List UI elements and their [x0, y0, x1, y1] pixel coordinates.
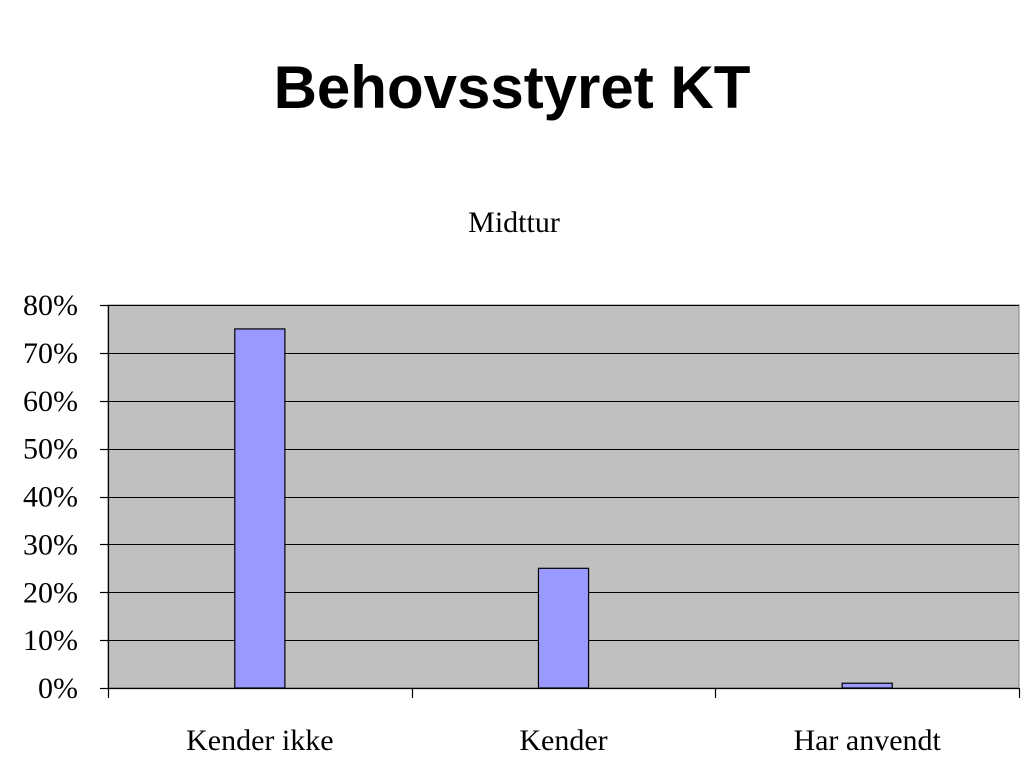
y-tick-label: 10% — [23, 624, 78, 657]
bar-kender — [537, 567, 590, 689]
x-tick-labels: Kender ikke Kender Har anvendt — [186, 724, 941, 757]
y-tick-labels: 0% 10% 20% 30% 40% 50% 60% 70% 80% — [23, 289, 78, 705]
y-tick-label: 30% — [23, 528, 78, 561]
y-tick-label: 0% — [38, 672, 78, 705]
y-tick-label: 40% — [23, 481, 78, 514]
y-tick-label: 20% — [23, 576, 78, 609]
y-tick-label: 50% — [23, 433, 78, 466]
x-tick-label: Kender ikke — [186, 724, 333, 757]
bar-har-anvendt — [841, 682, 893, 689]
y-tick-label: 80% — [23, 289, 78, 322]
bar-kender-ikke — [234, 328, 286, 689]
x-tick-label: Kender — [519, 724, 607, 757]
bars — [234, 328, 893, 689]
y-tick-label: 70% — [23, 337, 78, 370]
x-tick-label: Har anvendt — [793, 724, 941, 757]
chart-title: Midttur — [468, 206, 560, 239]
y-tick-label: 60% — [23, 385, 78, 418]
slide-title: Behovsstyret KT — [273, 54, 751, 121]
axes — [100, 304, 1021, 698]
